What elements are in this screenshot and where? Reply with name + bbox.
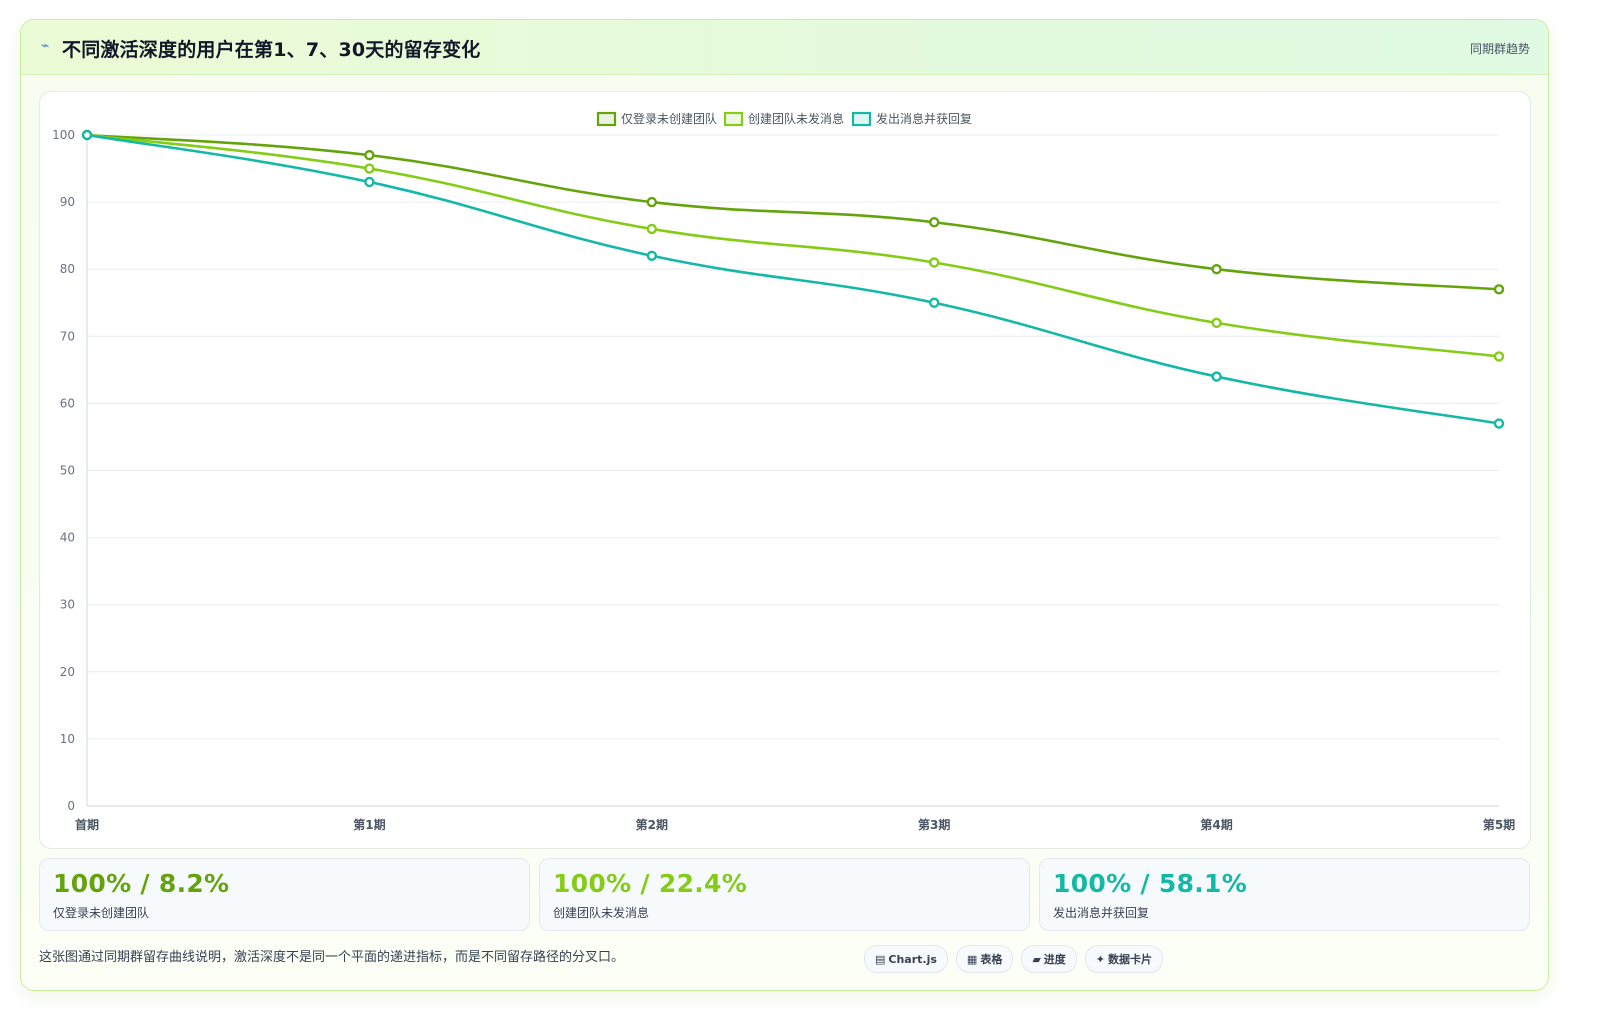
tech-pills: ▤ Chart.js ▦ 表格 ▰ 进度 ✦ 数据卡片 [864, 945, 1164, 973]
pill-data-card[interactable]: ✦ 数据卡片 [1084, 945, 1164, 973]
stat-card-login-only: 100% / 8.2% 仅登录未创建团队 [39, 858, 530, 931]
y-tick-label: 30 [60, 598, 75, 612]
data-point [364, 163, 375, 174]
y-tick-label: 100 [52, 128, 75, 142]
data-point [1493, 284, 1505, 295]
chart-container: 0 10 20 30 40 50 60 70 80 90 100 首期 第1期 第2期 第3期 第4期 第5期 … [39, 91, 1531, 849]
stat-label: 仅登录未创建团队 [53, 906, 150, 920]
data-point [929, 257, 940, 268]
y-tick-label: 40 [60, 531, 75, 545]
header-tag: 同期群趋势 [1469, 42, 1530, 56]
series-line [86, 133, 1500, 291]
legend-label: 创建团队未发消息 [748, 111, 844, 126]
stat-card-team-created: 100% / 22.4% 创建团队未发消息 [539, 858, 1030, 931]
x-tick-label: 首期 [75, 817, 99, 832]
pill-label: 进度 [1043, 953, 1066, 966]
table-icon: ▦ [966, 952, 978, 966]
stat-label: 发出消息并获回复 [1053, 906, 1150, 920]
series-line [86, 133, 1500, 425]
pill-progress[interactable]: ▰ 进度 [1021, 945, 1077, 973]
data-point [929, 217, 940, 228]
y-tick-label: 10 [60, 732, 75, 746]
data-point [1493, 351, 1505, 362]
pill-label: 数据卡片 [1108, 953, 1153, 966]
series-line [86, 133, 1500, 358]
stat-card-message-replied: 100% / 58.1% 发出消息并获回复 [1039, 858, 1530, 931]
pill-table[interactable]: ▦ 表格 [955, 945, 1014, 973]
stat-label: 创建团队未发消息 [553, 906, 650, 920]
stat-value: 100% / 58.1% [1053, 869, 1248, 898]
chart-icon: ▤ [875, 952, 886, 966]
data-point [1211, 317, 1222, 329]
data-point [646, 250, 657, 261]
pill-label: Chart.js [888, 952, 937, 966]
legend-swatch [596, 111, 617, 127]
x-tick-label: 第5期 [1483, 817, 1515, 832]
pill-chartjs[interactable]: ▤ Chart.js [864, 945, 948, 973]
page-title: 不同激活深度的用户在第1、7、30天的留存变化 [62, 39, 481, 61]
card-header: ⌁ 不同激活深度的用户在第1、7、30天的留存变化 同期群趋势 [21, 20, 1548, 75]
x-tick-label: 第2期 [636, 817, 668, 832]
x-tick-label: 第3期 [918, 817, 950, 832]
stat-value: 100% / 8.2% [53, 869, 230, 898]
data-point [364, 149, 375, 161]
data-point [81, 129, 93, 141]
x-tick-label: 第1期 [353, 817, 385, 832]
legend-label: 发出消息并获回复 [876, 111, 972, 126]
y-tick-label: 70 [60, 329, 75, 343]
chart-note: 这张图通过同期群留存曲线说明，激活深度不是同一个平面的递进指标，而是不同留存路径… [39, 950, 625, 965]
data-point [929, 297, 940, 308]
legend-swatch [851, 111, 872, 127]
data-point [364, 176, 375, 188]
data-point [1211, 263, 1222, 275]
card-icon: ✦ [1095, 952, 1106, 966]
y-tick-label: 90 [60, 195, 75, 209]
y-tick-label: 20 [60, 665, 75, 679]
data-point [646, 196, 657, 208]
chart-card: ⌁ 不同激活深度的用户在第1、7、30天的留存变化 同期群趋势 0 10 20 30 4… [20, 19, 1549, 991]
data-point [1493, 418, 1505, 429]
data-point [646, 223, 657, 235]
y-tick-label: 50 [60, 464, 75, 478]
data-point [1211, 371, 1222, 382]
x-tick-label: 第4期 [1200, 817, 1232, 832]
pill-label: 表格 [980, 953, 1003, 966]
y-tick-label: 60 [60, 396, 75, 410]
y-tick-label: 0 [67, 799, 75, 813]
y-tick-label: 80 [60, 262, 75, 276]
lightning-icon: ⌁ [41, 38, 50, 54]
legend-swatch [723, 111, 744, 127]
legend-label: 仅登录未创建团队 [621, 111, 717, 126]
progress-icon: ▰ [1032, 952, 1041, 966]
stat-value: 100% / 22.4% [553, 869, 748, 898]
